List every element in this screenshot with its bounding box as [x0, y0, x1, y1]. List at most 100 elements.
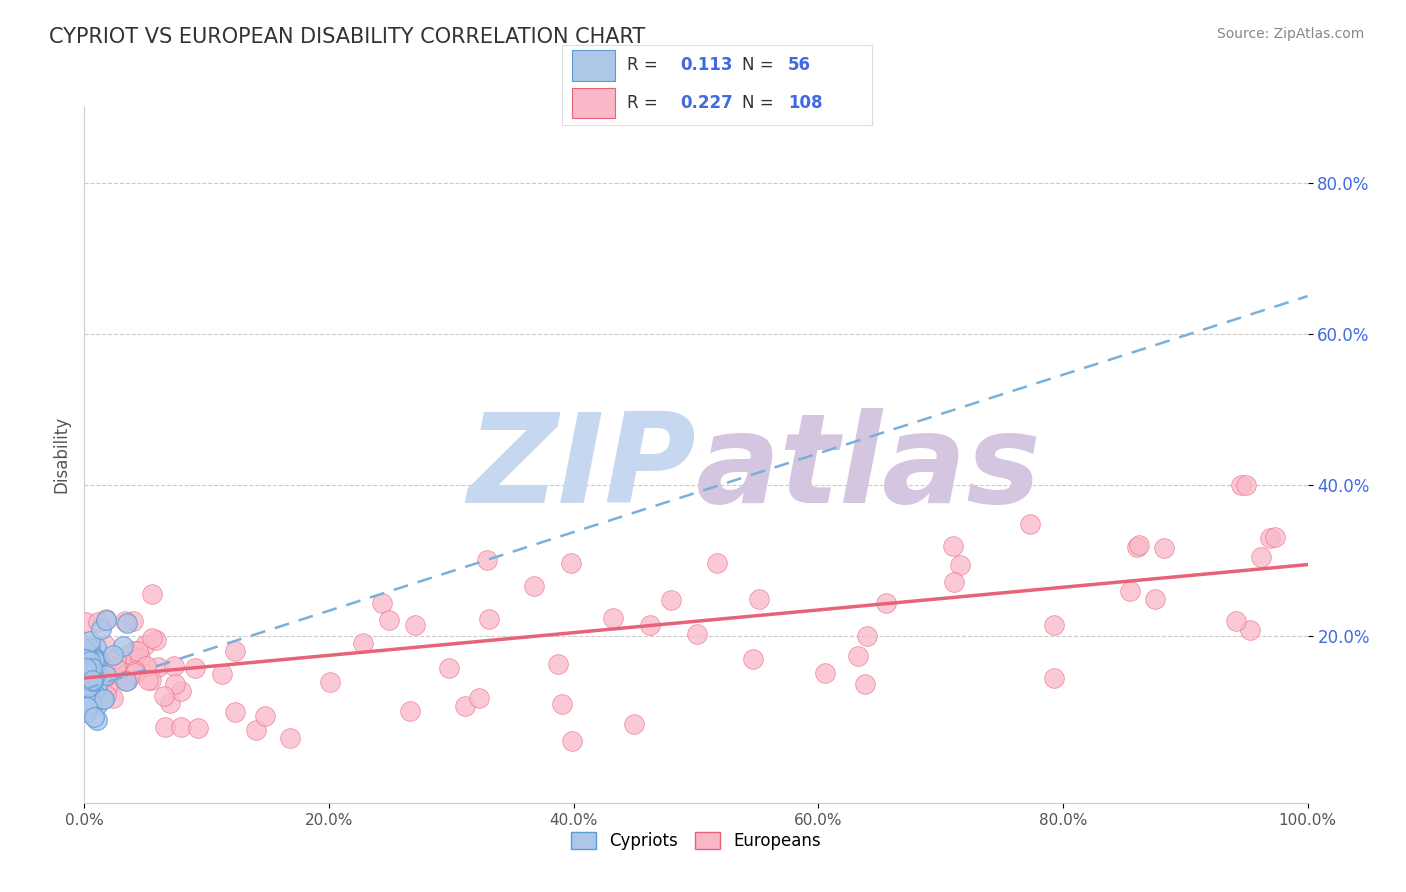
Point — [82, 673, 104, 688]
Point — [80, 666, 103, 681]
Point — [77, 668, 100, 682]
Point — [86, 656, 108, 670]
Point — [942, 539, 965, 553]
Point — [77, 697, 100, 711]
Point — [76, 705, 98, 719]
Point — [115, 615, 138, 630]
Point — [114, 673, 136, 688]
Point — [82, 653, 104, 667]
Point — [170, 720, 193, 734]
Text: CYPRIOT VS EUROPEAN DISABILITY CORRELATION CHART: CYPRIOT VS EUROPEAN DISABILITY CORRELATI… — [49, 27, 645, 46]
Point — [86, 667, 108, 681]
Point — [80, 661, 103, 675]
Point — [638, 618, 661, 632]
Point — [96, 667, 118, 681]
Point — [83, 670, 105, 684]
Point — [96, 613, 118, 627]
Point — [948, 558, 970, 572]
Point — [79, 654, 101, 668]
Point — [77, 657, 100, 671]
Point — [163, 659, 186, 673]
Point — [76, 690, 98, 704]
Point — [875, 596, 897, 610]
Point — [153, 720, 176, 734]
Point — [159, 696, 181, 710]
Point — [75, 671, 97, 685]
Point — [77, 658, 100, 673]
Point — [104, 661, 127, 675]
Point — [1264, 530, 1286, 544]
Point — [141, 587, 163, 601]
Point — [814, 666, 837, 681]
Point — [80, 694, 103, 708]
Point — [87, 615, 110, 629]
Point — [84, 690, 107, 704]
Point — [82, 686, 104, 700]
Point — [75, 643, 97, 657]
Point — [1225, 614, 1247, 628]
Point — [943, 575, 966, 590]
Point — [114, 615, 136, 629]
Point — [80, 698, 103, 712]
Point — [96, 612, 118, 626]
Point — [96, 681, 118, 695]
Text: 0.113: 0.113 — [681, 56, 733, 74]
Point — [76, 700, 98, 714]
Point — [1128, 538, 1150, 552]
Legend: Cypriots, Europeans: Cypriots, Europeans — [564, 826, 828, 857]
Text: N =: N = — [742, 56, 773, 74]
Point — [105, 651, 128, 665]
Point — [111, 640, 134, 654]
Point — [79, 640, 101, 655]
Point — [659, 593, 682, 607]
Point — [165, 677, 187, 691]
Point — [134, 639, 156, 653]
Point — [122, 644, 145, 658]
Point — [146, 660, 169, 674]
Point — [1126, 540, 1149, 554]
Point — [1144, 592, 1167, 607]
Point — [80, 671, 103, 685]
Point — [211, 667, 233, 681]
Point — [86, 698, 108, 712]
Point — [1239, 623, 1261, 637]
Point — [103, 690, 125, 705]
Point — [124, 666, 146, 681]
Point — [77, 676, 100, 690]
Point — [686, 627, 709, 641]
Point — [121, 615, 143, 629]
Text: 56: 56 — [789, 56, 811, 74]
Point — [73, 659, 96, 673]
Point — [80, 664, 103, 678]
Point — [1258, 531, 1281, 545]
Bar — [572, 88, 614, 119]
Point — [523, 579, 546, 593]
Point — [114, 674, 136, 689]
Point — [1018, 517, 1040, 532]
Point — [224, 705, 246, 719]
Point — [84, 640, 107, 654]
Point — [1043, 617, 1066, 632]
Point — [602, 611, 624, 625]
Point — [79, 673, 101, 687]
Point — [93, 691, 115, 706]
Point — [560, 556, 582, 570]
Point — [86, 680, 108, 694]
Text: atlas: atlas — [696, 409, 1042, 529]
Point — [183, 661, 205, 675]
Point — [91, 692, 114, 706]
Point — [319, 675, 342, 690]
Text: R =: R = — [627, 95, 658, 112]
Point — [748, 592, 770, 607]
Point — [94, 688, 117, 702]
Point — [437, 661, 460, 675]
Point — [84, 652, 107, 666]
Text: ZIP: ZIP — [467, 409, 696, 529]
Point — [89, 652, 111, 666]
Point — [76, 660, 98, 674]
Point — [1230, 478, 1253, 492]
Point — [83, 710, 105, 724]
Text: 108: 108 — [789, 95, 823, 112]
Point — [856, 629, 879, 643]
Point — [477, 552, 499, 566]
